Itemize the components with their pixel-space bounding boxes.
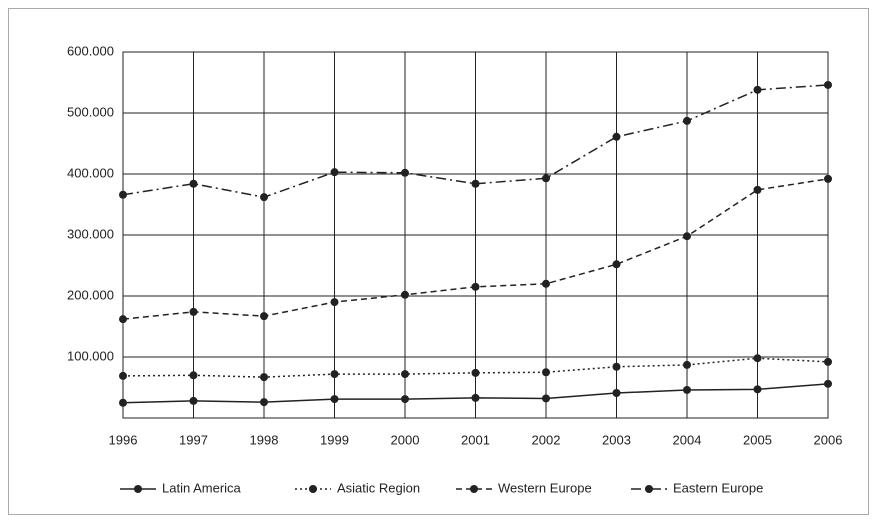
data-point: [119, 190, 127, 199]
legend-label: Western Europe: [498, 480, 592, 495]
data-point: [683, 116, 691, 125]
data-point: [189, 371, 198, 380]
data-point: [683, 385, 691, 394]
x-tick-label: 1997: [179, 432, 208, 447]
data-point: [330, 395, 339, 404]
data-point: [119, 315, 127, 324]
data-point: [189, 179, 198, 188]
data-point: [471, 179, 480, 188]
data-point: [471, 393, 480, 402]
data-point: [119, 371, 127, 380]
data-point: [542, 279, 550, 288]
legend-marker: [645, 485, 653, 493]
data-point: [471, 282, 480, 291]
x-tick-label: 2002: [532, 432, 561, 447]
x-tick-label: 1999: [320, 432, 349, 447]
x-tick-label: 2003: [602, 432, 631, 447]
data-point: [260, 193, 268, 202]
data-point: [612, 132, 621, 141]
data-point: [683, 232, 691, 241]
data-point: [612, 260, 621, 269]
y-tick-label: 300.000: [67, 226, 114, 241]
data-point: [330, 298, 339, 307]
data-point: [401, 370, 409, 379]
legend-label: Eastern Europe: [673, 480, 763, 495]
x-tick-label: 1998: [250, 432, 279, 447]
x-tick-label: 1996: [109, 432, 138, 447]
data-point: [753, 385, 762, 394]
data-point: [542, 368, 550, 377]
legend-marker: [309, 485, 317, 493]
data-point: [753, 185, 762, 194]
y-tick-label: 100.000: [67, 348, 114, 363]
y-tick-label: 400.000: [67, 165, 114, 180]
legend-marker: [134, 485, 142, 493]
y-tick-label: 200.000: [67, 287, 114, 302]
data-point: [542, 394, 550, 403]
legend-label: Latin America: [162, 480, 242, 495]
data-point: [119, 398, 127, 407]
data-point: [824, 379, 832, 388]
data-point: [753, 354, 762, 363]
data-point: [401, 290, 409, 299]
legend-marker: [470, 485, 478, 493]
data-point: [260, 398, 268, 407]
data-point: [542, 174, 550, 183]
data-point: [753, 85, 762, 94]
x-tick-label: 2004: [673, 432, 702, 447]
x-tick-label: 2001: [461, 432, 490, 447]
x-tick-label: 2005: [743, 432, 772, 447]
data-point: [189, 396, 198, 405]
legend-label: Asiatic Region: [337, 480, 420, 495]
data-point: [824, 80, 832, 89]
data-point: [612, 362, 621, 371]
data-point: [824, 174, 832, 183]
data-point: [260, 312, 268, 321]
data-point: [189, 307, 198, 316]
data-point: [824, 357, 832, 366]
data-point: [401, 168, 409, 177]
data-point: [612, 388, 621, 397]
x-tick-label: 2000: [391, 432, 420, 447]
y-tick-label: 600.000: [67, 43, 114, 58]
y-tick-label: 500.000: [67, 104, 114, 119]
data-point: [260, 373, 268, 382]
x-tick-label: 2006: [814, 432, 843, 447]
data-point: [401, 395, 409, 404]
data-point: [330, 370, 339, 379]
data-point: [471, 368, 480, 377]
data-point: [330, 168, 339, 177]
frame: [8, 8, 869, 515]
data-point: [683, 360, 691, 369]
